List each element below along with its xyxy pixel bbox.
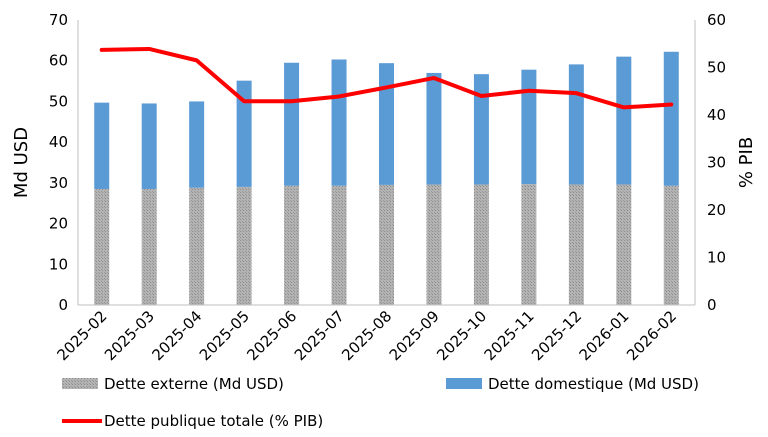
y-right-tick-label: 60 [707,11,726,29]
x-tick-label: 2025-07 [291,307,348,364]
y-left-tick-label: 60 [49,52,68,70]
y-left-tick-label: 10 [49,255,68,273]
bar-external-debt [236,186,252,305]
legend-label: Dette publique totale (% PIB) [104,412,323,430]
y-left-tick-label: 40 [49,133,68,151]
bar-domestic-debt [663,51,679,186]
x-tick-label: 2025-09 [386,307,443,364]
y-right-tick-label: 10 [707,249,726,267]
y-right-axis-title: % PIB [736,137,757,188]
bar-domestic-debt [426,72,442,185]
bar-external-debt [189,187,205,305]
line-layer [99,46,674,110]
x-tick-label: 2025-05 [196,307,253,364]
bar-domestic-debt [284,62,300,186]
y-right-tick-label: 30 [707,154,726,172]
bar-domestic-debt [521,69,537,185]
y-left-tick-label: 0 [58,296,68,314]
bar-external-debt [568,184,584,305]
bar-external-debt [521,184,537,305]
y-left-tick-label: 50 [49,92,68,110]
x-tick-label: 2025-11 [481,307,538,364]
bar-domestic-debt [189,101,205,188]
bar-domestic-debt [141,103,157,189]
bar-domestic-debt [331,59,347,186]
legend-swatch [62,378,98,389]
bar-external-debt [331,185,347,305]
y-left-axis-title: Md USD [11,127,32,198]
bar-external-debt [473,184,489,305]
bar-domestic-debt [473,74,489,185]
x-tick-label: 2026-01 [576,307,633,364]
bar-external-debt [616,184,632,305]
bar-domestic-debt [616,56,632,185]
x-tick-label: 2025-02 [54,307,111,364]
bar-domestic-debt [379,63,394,185]
bar-domestic-debt [94,102,110,189]
bar-external-debt [94,188,110,305]
bar-external-debt [284,185,300,305]
x-tick-label: 2025-08 [338,307,395,364]
bars-layer [94,51,679,305]
bar-external-debt [141,188,157,305]
y-left-tick-label: 20 [49,215,68,233]
bar-domestic-debt [568,64,584,185]
y-right-tick-label: 50 [707,59,726,77]
bar-external-debt [663,185,679,305]
legend-label: Dette externe (Md USD) [104,375,284,393]
y-right-tick-label: 20 [707,201,726,219]
legend-label: Dette domestique (Md USD) [488,375,699,393]
x-tick-label: 2025-03 [101,307,158,364]
y-left-tick-label: 70 [49,11,68,29]
x-tick-label: 2025-12 [528,307,585,364]
x-tick-label: 2026-02 [623,307,680,364]
legend-swatch [446,378,482,389]
y-left-tick-label: 30 [49,174,68,192]
bar-external-debt [426,184,442,305]
x-tick-label: 2025-04 [148,307,205,364]
y-right-tick-label: 40 [707,106,726,124]
x-tick-label: 2025-10 [433,307,490,364]
line-total-public-debt [99,46,674,110]
x-tick-label: 2025-06 [243,307,300,364]
legend: Dette externe (Md USD) Dette domestique (… [62,375,699,430]
bar-external-debt [379,184,394,305]
y-right-tick-label: 0 [707,296,717,314]
bar-domestic-debt [236,80,252,187]
